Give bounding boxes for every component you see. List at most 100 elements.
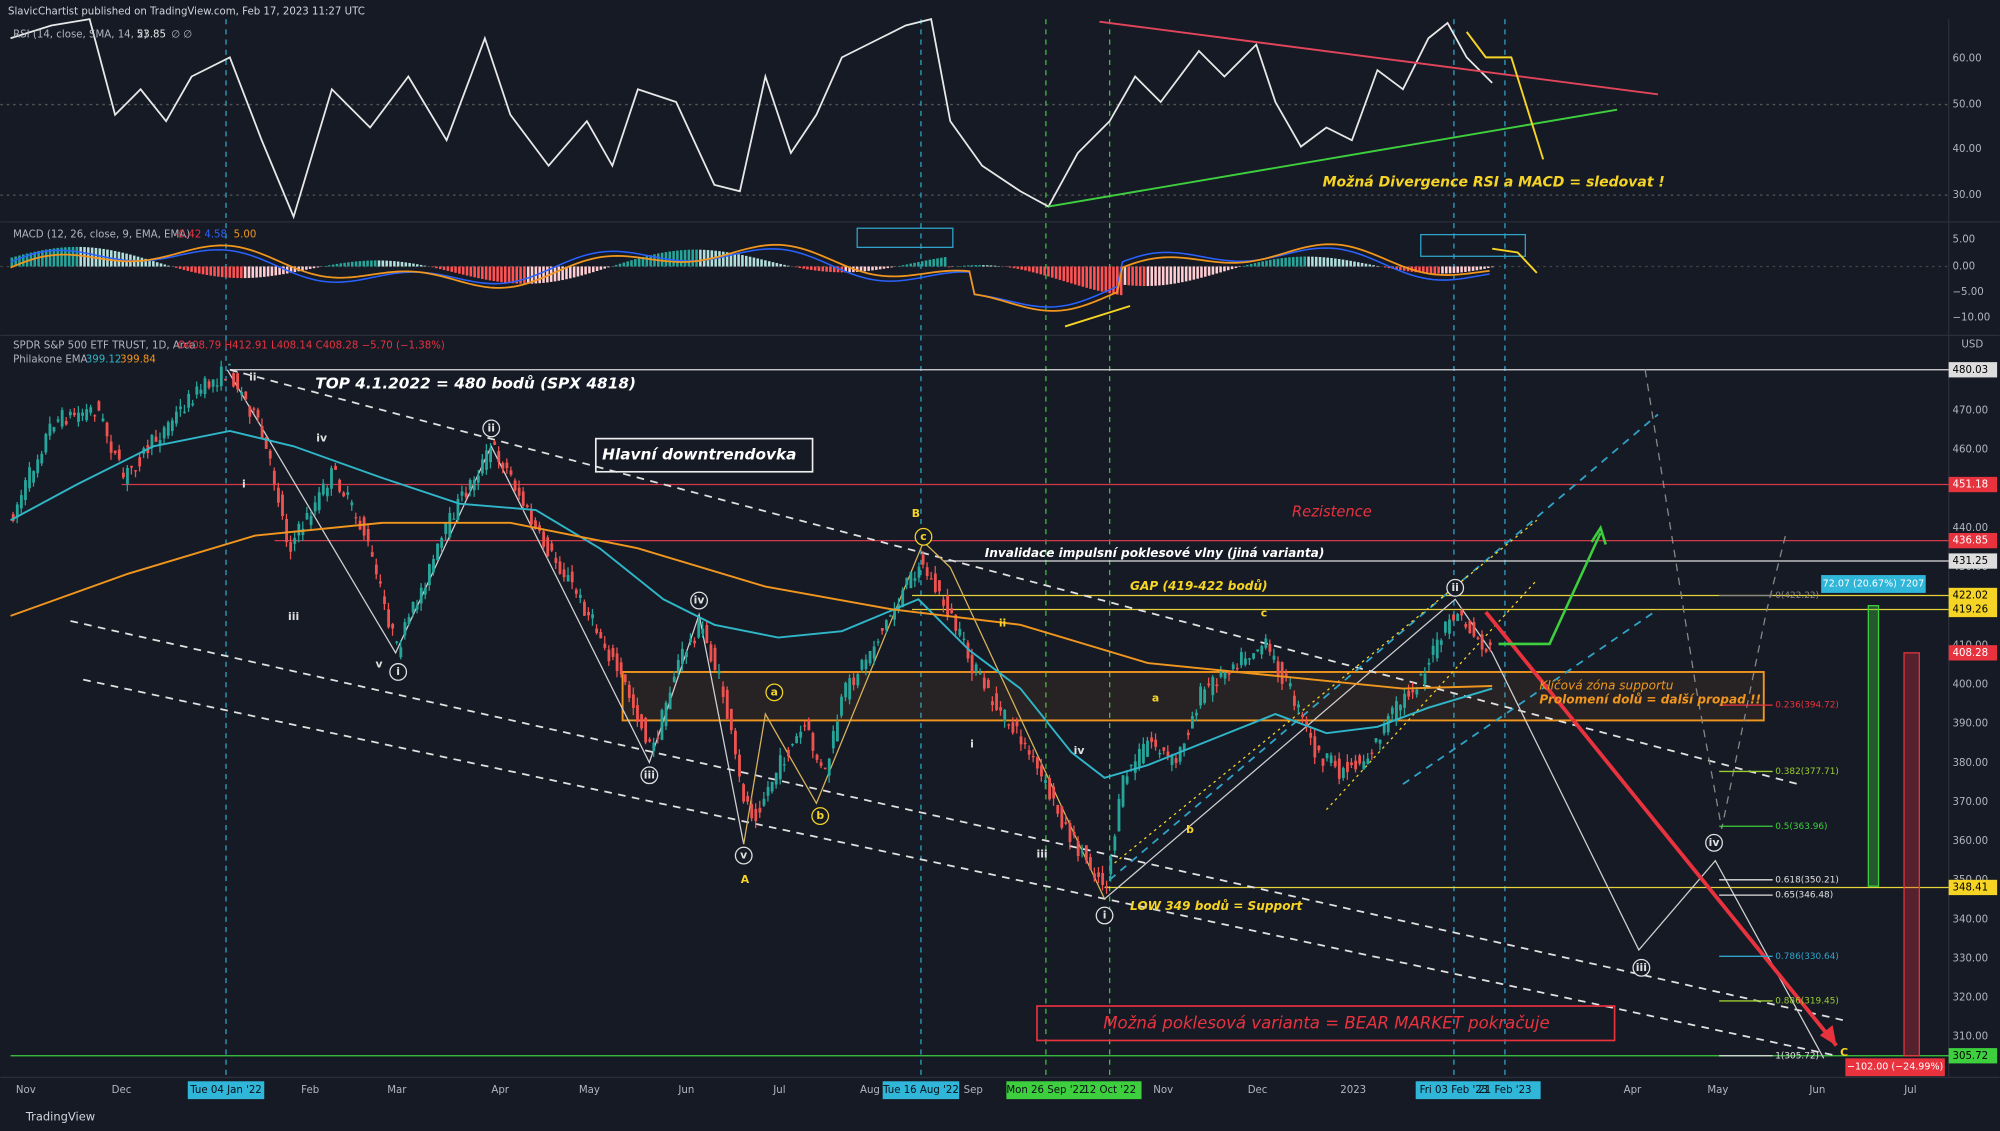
macd-bar	[155, 262, 159, 267]
candle-body	[1015, 720, 1019, 727]
candle-body	[803, 725, 807, 727]
macd-bar	[1219, 266, 1222, 273]
rsi-arrow	[1465, 31, 1545, 160]
candle-body	[1105, 886, 1109, 888]
fib-label: 0.618(350.21)	[1775, 875, 1839, 885]
level-tag: 305.72	[1952, 1051, 1988, 1062]
macd-bar	[1104, 266, 1108, 293]
candle-body	[1439, 640, 1443, 645]
macd-bar	[1070, 266, 1073, 284]
candle-body	[742, 784, 745, 802]
level-tag-bg	[1948, 362, 1998, 378]
macd-bar	[1395, 266, 1398, 270]
wave-label: i	[970, 738, 974, 751]
macd-legend-value: 4.58	[204, 230, 227, 241]
level-tag: 451.18	[1952, 480, 1988, 491]
candle-body	[884, 620, 888, 630]
candle-body	[929, 578, 933, 580]
rsi-trendline	[1048, 108, 1618, 208]
macd-bar	[1230, 266, 1234, 270]
candle-body	[215, 385, 219, 387]
candle-body	[415, 605, 419, 610]
candle-body	[309, 515, 313, 526]
macd-bar	[435, 266, 438, 269]
macd-bar	[1188, 266, 1192, 281]
candle-body	[1366, 758, 1370, 765]
candle-body	[660, 709, 664, 740]
macd-axis-label: −10.00	[1952, 312, 1990, 323]
candle-body	[1170, 755, 1174, 766]
macd-bar	[389, 260, 392, 267]
macd-bar	[970, 265, 974, 267]
candle-body	[917, 566, 921, 578]
macd-bar	[1127, 266, 1131, 286]
macd-bar	[1047, 266, 1050, 277]
candle-body	[93, 415, 97, 417]
candle-body	[872, 646, 876, 659]
macd-bar	[630, 260, 633, 267]
candle-body	[1305, 721, 1309, 728]
price-axis-label: 360.00	[1952, 836, 1988, 847]
annotation-box	[1036, 1005, 1616, 1042]
level-tag-bg	[1948, 1048, 1998, 1064]
candle-body	[791, 743, 794, 746]
candle-body	[1435, 639, 1439, 659]
wave-label: B	[912, 507, 920, 520]
macd-bar	[148, 259, 151, 267]
macd-bar	[1226, 266, 1230, 271]
macd-bar	[1272, 259, 1276, 267]
candle-body	[1341, 768, 1345, 779]
candle-body	[1264, 638, 1268, 648]
macd-axis-label: −5.00	[1952, 287, 1983, 298]
macd-bar	[1441, 266, 1444, 274]
candle-body	[974, 664, 978, 673]
macd-bar	[461, 266, 465, 275]
macd-bar	[588, 266, 591, 274]
wave-label: b	[1186, 823, 1194, 836]
candle-body	[1399, 704, 1402, 711]
candle-body	[1178, 747, 1182, 762]
candle-body	[1423, 673, 1427, 684]
time-highlight	[187, 1081, 265, 1100]
fib-label: 0.5(363.96)	[1775, 822, 1827, 832]
ema-slow	[10, 521, 1493, 690]
wave-label: C	[1840, 1046, 1848, 1059]
candle-body	[738, 754, 741, 777]
rsi-axis-label: 50.00	[1952, 100, 1981, 111]
macd-bar	[224, 266, 228, 278]
time-axis-label: Jun	[677, 1085, 694, 1096]
macd-bar	[358, 261, 362, 267]
candle-body	[228, 364, 231, 366]
macd-bar	[963, 265, 966, 267]
candle-body	[946, 595, 949, 618]
candle-body	[105, 422, 109, 437]
candle-body	[1301, 714, 1304, 718]
candle-body	[1182, 743, 1186, 751]
macd-bar	[718, 251, 721, 267]
annotation: Možná poklesová varianta = BEAR MARKET p…	[1103, 1013, 1549, 1032]
macd-bar	[1135, 266, 1138, 286]
macd-bar	[1200, 266, 1203, 278]
candle-body	[130, 465, 133, 468]
macd-bar	[503, 266, 507, 283]
candle-body	[860, 659, 864, 670]
candle-body	[289, 542, 293, 552]
macd-bar	[450, 266, 453, 272]
macd-bar	[1150, 266, 1154, 286]
macd-bar	[1211, 266, 1215, 275]
candle-body	[350, 502, 354, 506]
candle-body	[889, 615, 892, 617]
ema-fast	[10, 429, 1493, 779]
candle-body	[1044, 779, 1047, 784]
macd-bar	[1028, 266, 1031, 272]
candle-body	[636, 705, 639, 722]
candle-body	[627, 684, 631, 698]
macd-bar	[909, 263, 913, 267]
macd-bar	[783, 264, 786, 267]
candle-body	[1333, 760, 1337, 767]
candle-body	[334, 466, 337, 470]
wave-circle	[482, 419, 501, 438]
candle-body	[721, 686, 725, 698]
macd-bar	[645, 256, 649, 267]
wave-label: ii	[999, 617, 1006, 630]
